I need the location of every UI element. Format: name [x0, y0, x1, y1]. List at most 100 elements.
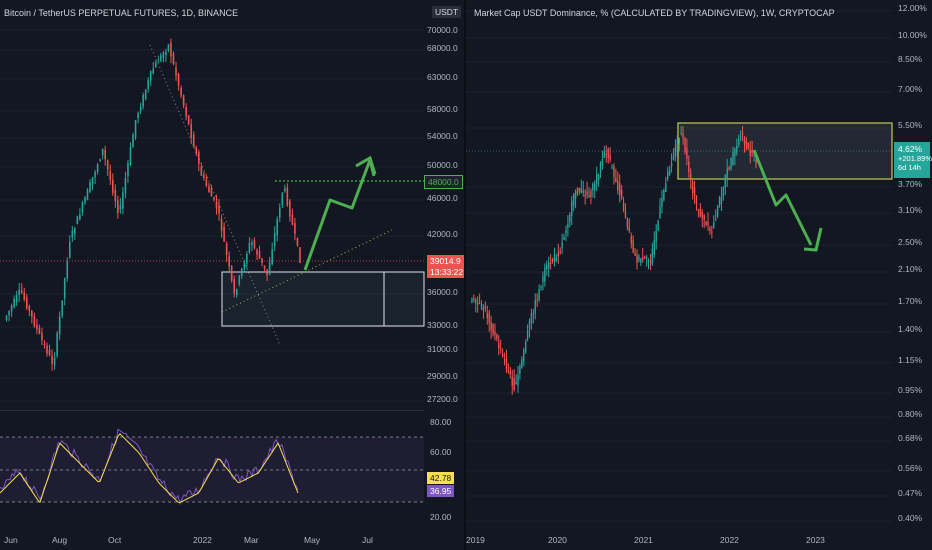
- time-tick: Mar: [244, 535, 259, 545]
- time-tick: 2021: [634, 535, 653, 545]
- symbol-label[interactable]: USDT: [432, 6, 462, 18]
- candle-body: [79, 214, 81, 220]
- candle-body: [753, 160, 755, 162]
- candle-body: [544, 267, 546, 282]
- candle-body: [628, 227, 631, 232]
- candle-body: [23, 292, 26, 300]
- candle-body: [10, 305, 13, 312]
- candle-body: [25, 297, 28, 309]
- candle-body: [101, 148, 104, 156]
- candle-body: [709, 228, 711, 231]
- candle-body: [114, 189, 117, 202]
- candle-body: [91, 177, 94, 185]
- candle-body: [599, 162, 602, 173]
- time-tick: 2019: [466, 535, 485, 545]
- candle-body: [730, 157, 732, 169]
- candle-body: [15, 294, 18, 303]
- candle-body: [534, 300, 536, 313]
- candle-body: [117, 200, 119, 213]
- candle-body: [590, 190, 592, 197]
- candle-body: [557, 252, 559, 257]
- candle-body: [492, 323, 494, 334]
- candle-body: [149, 71, 152, 81]
- candle-body: [66, 261, 69, 279]
- candle-body: [601, 159, 604, 166]
- time-tick: Aug: [52, 535, 68, 545]
- time-tick: May: [304, 535, 321, 545]
- candle-body: [584, 194, 586, 197]
- candle-body: [594, 183, 596, 190]
- candle-body: [561, 242, 563, 248]
- candle-body: [651, 248, 654, 264]
- price-tick: 50000.0: [427, 160, 458, 170]
- candle-body: [595, 174, 598, 184]
- candle-body: [278, 207, 281, 218]
- candle-body: [670, 162, 673, 167]
- candle-body: [286, 187, 289, 206]
- candle-body: [530, 313, 533, 323]
- candle-body: [728, 167, 730, 170]
- candle-body: [157, 61, 160, 63]
- candle-body: [714, 218, 717, 220]
- candle-body: [684, 137, 686, 153]
- btc-candles: [0, 29, 425, 506]
- candle-body: [747, 142, 750, 150]
- candle-body: [31, 310, 33, 317]
- time-tick: 2020: [548, 535, 567, 545]
- candle-body: [225, 243, 228, 255]
- candle-body: [205, 178, 208, 186]
- candle-body: [605, 153, 607, 155]
- candle-body: [299, 247, 301, 263]
- btc-chart-pane[interactable]: Bitcoin / TetherUS PERPETUAL FUTURES, 1D…: [0, 0, 467, 550]
- candle-body: [624, 210, 627, 218]
- candle-body: [162, 52, 165, 58]
- candle-body: [549, 262, 552, 264]
- candle-body: [261, 258, 263, 263]
- candle-body: [521, 358, 523, 369]
- candle-body: [284, 188, 286, 192]
- pane-separator[interactable]: [464, 0, 466, 550]
- candle-body: [711, 231, 713, 233]
- candle-body: [615, 177, 617, 182]
- pct-tick: 10.00%: [898, 30, 927, 40]
- candle-body: [109, 170, 112, 180]
- candle-body: [528, 320, 531, 329]
- rsi-tick: 20.00: [430, 512, 452, 522]
- candle-body: [137, 113, 139, 119]
- candle-body: [732, 152, 734, 165]
- candle-body: [724, 174, 726, 188]
- candle-body: [223, 226, 225, 242]
- candle-body: [741, 133, 744, 135]
- candle-body: [613, 165, 615, 177]
- candle-body: [526, 330, 529, 341]
- candle-body: [99, 159, 101, 162]
- pct-tick: 1.15%: [898, 355, 923, 365]
- candle-body: [165, 51, 167, 56]
- candle-body: [241, 268, 243, 276]
- candle-body: [722, 186, 725, 197]
- pct-tick: 8.50%: [898, 54, 923, 64]
- candle-body: [632, 240, 634, 253]
- candle-body: [276, 219, 279, 236]
- candle-body: [144, 89, 147, 100]
- candle-body: [480, 304, 483, 309]
- candle-body: [132, 134, 134, 148]
- candle-body: [46, 345, 48, 354]
- usdt-dominance-pane[interactable]: USDT Market Cap USDT Dominance, % (CALCU…: [432, 0, 932, 550]
- candle-body: [273, 232, 276, 247]
- candle-body: [208, 186, 210, 193]
- forecast-arrow-up: [303, 158, 376, 271]
- candle-body: [547, 262, 550, 269]
- candle-body: [56, 333, 58, 356]
- candle-body: [509, 371, 512, 375]
- candle-body: [519, 366, 521, 374]
- candle-body: [478, 302, 481, 304]
- candle-body: [89, 182, 91, 193]
- candle-body: [142, 94, 144, 107]
- forecast-arrowhead: [803, 227, 823, 252]
- candle-body: [546, 265, 548, 270]
- candle-body: [707, 221, 709, 226]
- candle-body: [697, 209, 700, 211]
- pct-tick: 3.10%: [898, 205, 923, 215]
- candle-body: [96, 164, 99, 173]
